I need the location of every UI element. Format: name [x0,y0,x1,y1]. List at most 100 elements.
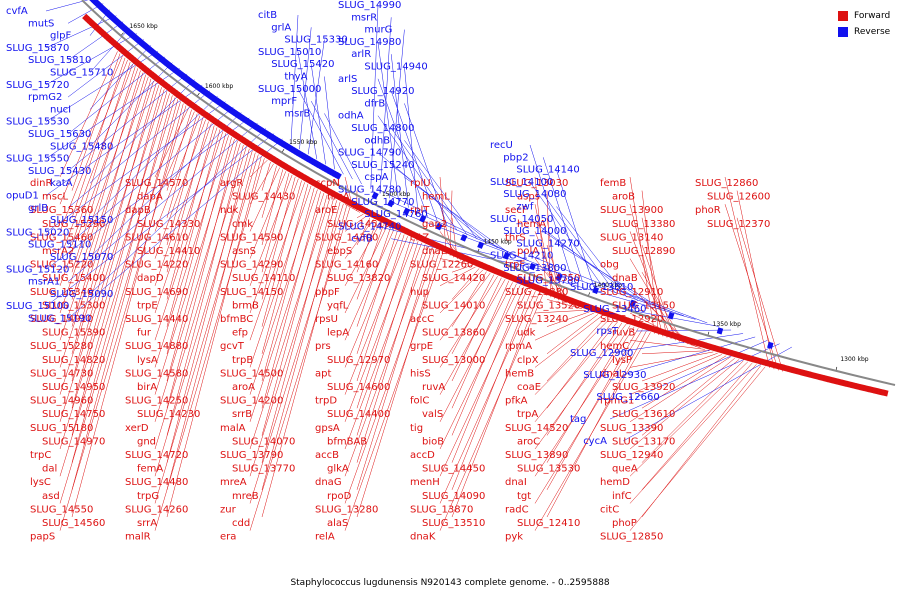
forward-feature [106,35,114,44]
forward-leader-line [261,205,347,518]
forward-gene-label: SLUG_12890 [612,246,675,257]
reverse-gene-label: SLUG_14050 [490,214,553,225]
reverse-gene-label: opuD1 [6,191,39,202]
forward-feature [86,18,95,26]
forward-feature [165,83,173,92]
forward-feature [321,185,329,193]
forward-feature [800,369,807,377]
forward-gene-label: SLUG_14010 [422,300,485,311]
reverse-gene-label: SLUG_15120 [6,264,69,275]
forward-gene-label: cdd [232,518,250,529]
forward-gene-label: SLUG_14440 [125,314,188,325]
reverse-gene-label: zwf [516,202,533,213]
forward-feature [89,20,97,29]
reverse-leader-line [45,133,275,307]
reverse-gene-label: katA [50,178,73,189]
reverse-leader-line [67,90,211,208]
reverse-gene-label: pbp2 [503,152,528,163]
reverse-leader-line [529,181,605,290]
reverse-gene-label: SLUG_15090 [50,289,113,300]
forward-feature [311,179,320,188]
forward-gene-label: bfmBAB [327,436,367,447]
reverse-leader-line [45,68,180,159]
reverse-gene-label: SLUG_15480 [50,141,113,152]
reverse-leader-line [299,27,312,150]
forward-gene-label: rpsU [315,314,338,325]
forward-feature [773,362,781,370]
forward-leader-line [71,99,179,490]
reverse-gene-label: SLUG_14800 [351,123,414,134]
forward-gene-label: valS [422,409,443,420]
forward-gene-label: dal [42,464,57,475]
forward-feature [778,363,785,371]
forward-gene-label: dapA [137,192,163,203]
forward-gene-label: gap2 [422,219,447,230]
reverse-leader-line [556,169,594,286]
forward-gene-label: SLUG_12370 [707,219,770,230]
forward-leader-line [641,360,744,463]
forward-leader-line [439,282,513,422]
forward-leader-line [154,142,241,422]
forward-gene-label: msrA2 [42,246,74,257]
forward-gene-label: SLUG_14150 [220,287,283,298]
legend: Forward Reverse [838,8,890,40]
forward-leader-line [59,68,139,286]
forward-gene-label: SLUG_15180 [30,423,93,434]
forward-leader-line [356,237,412,409]
forward-feature [302,174,310,183]
forward-feature [232,131,240,140]
reverse-leader-line [389,29,405,199]
forward-gene-label: asd [42,491,60,502]
tick-label: 1600 kbp [205,83,233,90]
forward-feature [796,368,803,376]
reverse-gene-label: grlA [271,22,291,33]
forward-leader-line [629,361,748,477]
forward-gene-label: mscL [42,192,68,203]
forward-gene-label: SLUG_14330 [137,219,200,230]
forward-gene-label: femA [137,464,163,475]
forward-leader-line [344,229,395,341]
reverse-leader-line [290,14,299,145]
forward-gene-label: thrS [505,232,526,243]
forward-leader-line [439,279,506,395]
forward-gene-label: malA [220,423,246,434]
forward-gene-label: tig [410,423,423,434]
tick-label: 1550 kbp [289,139,317,146]
forward-feature [157,77,165,86]
forward-feature [787,365,794,373]
reverse-gene-label: SLUG_15150 [50,215,113,226]
forward-feature [822,375,830,383]
reverse-gene-label: SLUG_15420 [271,59,334,70]
forward-leader-line [249,189,318,395]
reverse-leader-line [379,17,392,194]
reverse-gene-label: SLUG_15020 [6,227,69,238]
reverse-gene-label: SLUG_15810 [28,55,91,66]
forward-leader-line [166,129,221,327]
forward-leader-line [439,266,476,287]
forward-gene-label: SLUG_12600 [707,192,770,203]
reverse-gene-label: cvfA [6,6,28,17]
forward-feature [238,135,246,144]
forward-feature [128,54,137,63]
forward-leader-line [154,131,224,341]
forward-gene-label: SLUG_14400 [327,409,390,420]
forward-leader-line [546,190,552,298]
forward-gene-label: menH [410,477,440,488]
forward-leader-line [629,204,664,337]
forward-leader-line [71,53,121,191]
reverse-leader-line [404,176,509,253]
forward-leader-line [641,350,710,355]
forward-gene-label: relA [315,532,335,543]
forward-gene-label: SLUG_15360 [30,205,93,216]
forward-feature [220,123,229,132]
reverse-gene-label: SLUG_14760 [364,209,427,220]
reverse-leader-line [542,194,616,294]
forward-gene-label: SLUG_14420 [422,273,485,284]
forward-leader-line [71,87,162,409]
forward-gene-label: phoR [695,205,721,216]
reverse-feature [716,327,724,335]
forward-feature [149,71,157,80]
reverse-gene-label: arlS [338,74,357,85]
forward-gene-label: rpmG1 [600,396,634,407]
